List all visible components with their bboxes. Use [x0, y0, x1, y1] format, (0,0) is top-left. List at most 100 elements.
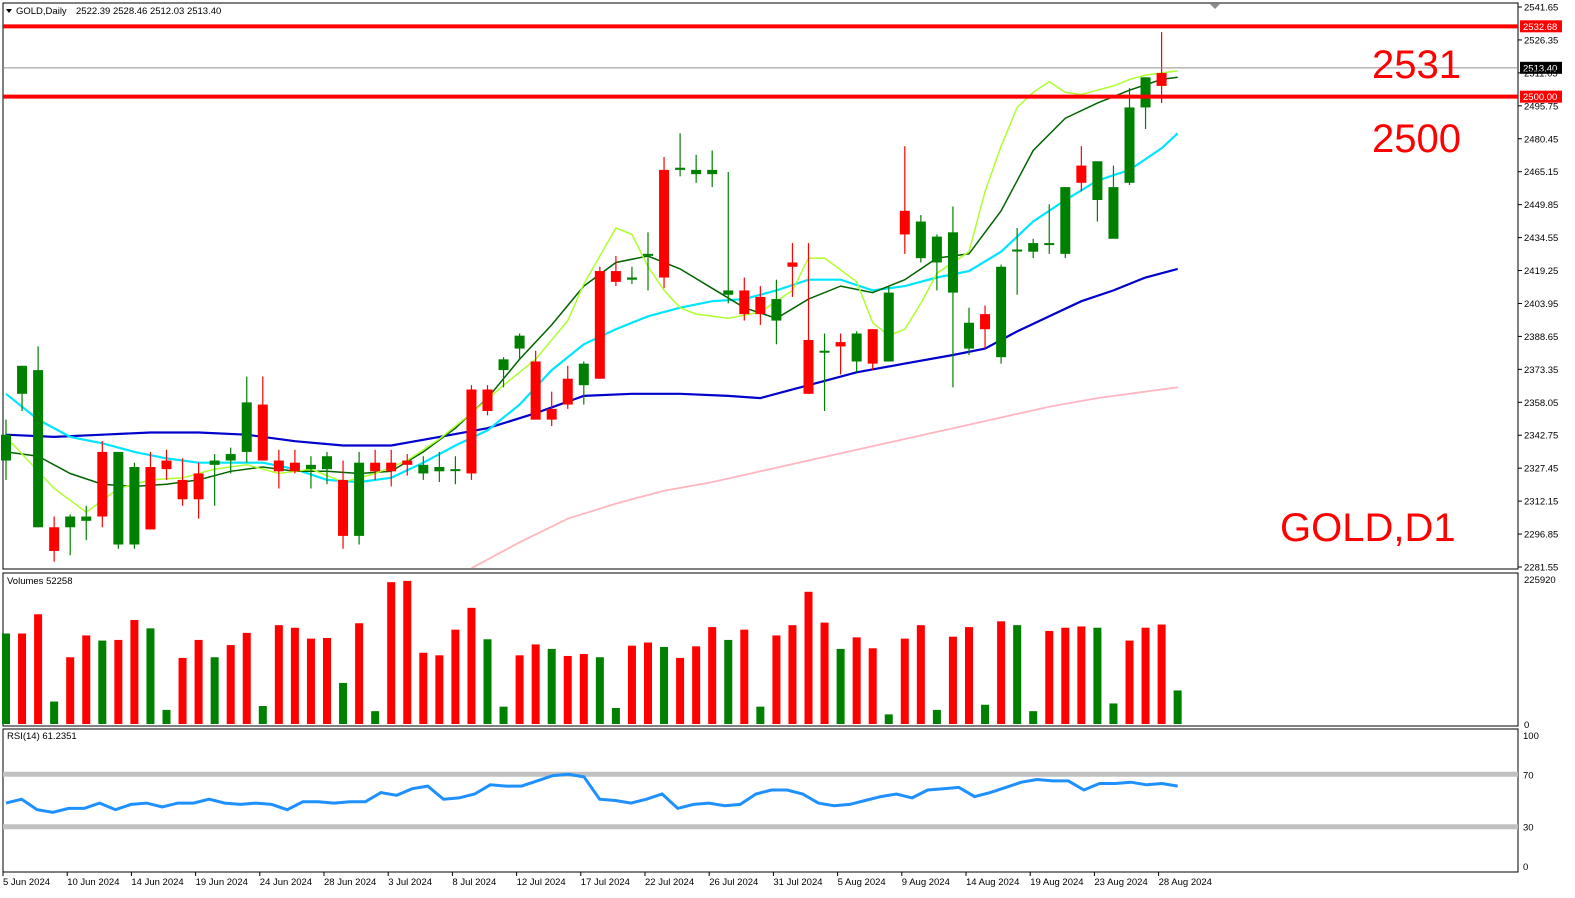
candle-body [610, 271, 621, 282]
price-label-text: 2513.40 [1523, 63, 1557, 74]
time-tick-label: 14 Aug 2024 [966, 877, 1019, 888]
price-tick-label: 2373.35 [1524, 365, 1558, 376]
volume-bar [660, 646, 669, 724]
volume-bar [1109, 703, 1118, 724]
rsi-tick-label: 70 [1523, 770, 1534, 781]
candle [867, 329, 878, 371]
volume-bar [451, 629, 460, 724]
candle [851, 331, 862, 373]
candle-body [787, 262, 798, 267]
candle-body [819, 350, 830, 353]
candle [1012, 228, 1023, 295]
rsi-pane[interactable] [2, 728, 1519, 873]
candle-body [193, 473, 204, 500]
candle [1140, 77, 1151, 129]
candle [209, 454, 220, 506]
time-tick-label: 31 Jul 2024 [773, 877, 822, 888]
candle-body [305, 464, 316, 470]
price-tick-label: 2403.95 [1524, 299, 1558, 310]
candle-body [418, 464, 429, 474]
volume-bar [194, 639, 203, 724]
price-label-text: 2532.68 [1523, 22, 1557, 33]
time-tick-label: 14 Jun 2024 [131, 877, 183, 888]
time-tick-label: 28 Jun 2024 [324, 877, 376, 888]
candle [1108, 165, 1119, 239]
volume-bar [820, 622, 829, 724]
candle [386, 449, 397, 487]
rsi-indicator: 100 70 30 0 [3, 731, 1539, 873]
candle-body [1044, 243, 1055, 246]
candle [546, 391, 557, 427]
price-tick-label: 2465.15 [1524, 167, 1558, 178]
price-tick-label: 2541.65 [1524, 3, 1558, 14]
volume-bar [644, 642, 652, 724]
candle-body [659, 169, 670, 278]
volume-bar [916, 625, 925, 724]
time-tick-label: 9 Aug 2024 [902, 877, 950, 888]
candle [338, 460, 349, 549]
volume-bar [323, 637, 331, 724]
candle [434, 451, 445, 483]
candle [81, 505, 92, 541]
time-tick-label: 19 Jun 2024 [196, 877, 248, 888]
candle-body [161, 460, 172, 470]
dropdown-triangle-icon[interactable] [6, 9, 12, 13]
volume-bar [1061, 627, 1070, 724]
candle-body [996, 266, 1007, 358]
volume-tick-label: 0 [1524, 720, 1529, 731]
volume-bar [724, 639, 733, 724]
volume-bar [563, 655, 572, 724]
candle [643, 232, 653, 291]
candle-body [434, 466, 445, 472]
volume-bar [756, 706, 765, 724]
candle-body [1092, 161, 1103, 201]
candle-body [225, 454, 236, 461]
volume-bar [740, 629, 749, 724]
shift-marker-icon[interactable] [1210, 4, 1220, 9]
candle [771, 279, 782, 345]
ma-line-pink [471, 386, 1178, 569]
candle [803, 243, 814, 394]
time-tick-label: 22 Jul 2024 [645, 877, 694, 888]
candle [97, 441, 108, 528]
volume-bar [130, 620, 139, 724]
price-tick-label: 2419.25 [1524, 266, 1558, 277]
rsi-title: RSI(14) 61.2351 [7, 731, 77, 742]
candle [675, 133, 686, 177]
volume-pane[interactable] [2, 572, 1519, 727]
candle [482, 385, 493, 416]
volume-bar [419, 652, 428, 724]
rsi-tick-label: 30 [1523, 823, 1534, 834]
volume-bar [868, 648, 877, 724]
candle [739, 277, 750, 321]
candle [354, 451, 365, 545]
price-tick-label: 2281.55 [1524, 563, 1558, 574]
candle [466, 385, 477, 480]
volume-bar [82, 635, 91, 724]
main-price-pane[interactable] [2, 2, 1519, 570]
candle-body [530, 361, 541, 420]
candle [1060, 187, 1071, 259]
candle-body [980, 314, 991, 330]
upper-level-annotation: 2531 [1372, 43, 1461, 87]
candle-body [1140, 77, 1151, 108]
price-label-box [1520, 20, 1562, 33]
volume-tick-label: 225920 [1524, 575, 1556, 586]
candlesticks [1, 32, 1167, 562]
candle-body [113, 451, 124, 545]
candle-body [1012, 249, 1023, 252]
candle-body [1156, 72, 1167, 86]
candle [1028, 238, 1039, 259]
volume-bar [772, 635, 781, 724]
time-tick-label: 8 Jul 2024 [452, 877, 496, 888]
candle [322, 451, 332, 485]
candle [915, 215, 926, 263]
candle [883, 286, 894, 362]
candle [450, 456, 461, 485]
price-tick-label: 2312.15 [1524, 497, 1558, 508]
volume-bar [226, 645, 235, 724]
candle-body [546, 408, 557, 420]
candle-body [257, 404, 268, 461]
volume-bar [178, 657, 187, 724]
